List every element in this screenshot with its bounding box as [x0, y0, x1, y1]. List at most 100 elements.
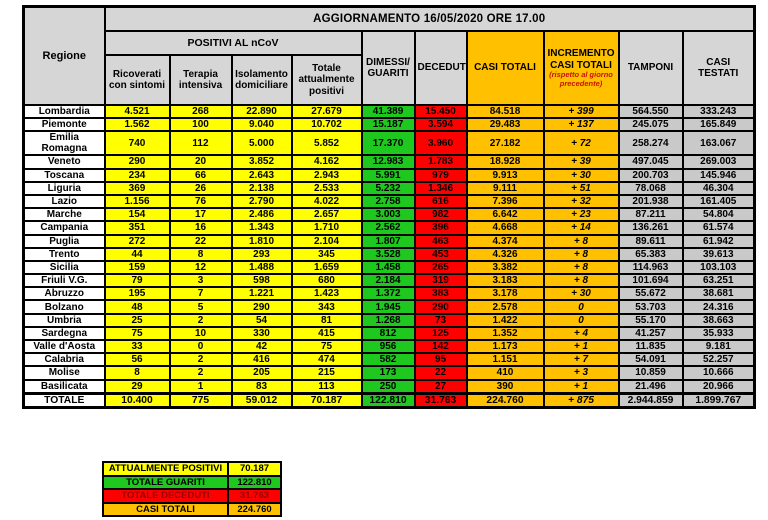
value-cell: 258.274	[617, 130, 684, 157]
value-cell: 383	[413, 286, 468, 302]
summary-row: TOTALE DECEDUTI 31.763	[102, 488, 282, 504]
value-cell: 18.928	[465, 154, 545, 170]
value-cell: 75	[290, 338, 363, 355]
value-cell: 112	[168, 130, 233, 157]
value-cell: 1.810	[230, 233, 293, 249]
value-cell: 3	[168, 273, 233, 289]
region-name: Veneto	[22, 154, 106, 170]
value-cell: 84.518	[465, 103, 545, 120]
value-cell: 740	[103, 130, 171, 157]
summary-row: TOTALE GUARITI 122.810	[102, 474, 282, 491]
value-cell: 2.657	[290, 207, 363, 223]
value-cell: + 30	[542, 167, 620, 183]
value-cell: 195	[103, 286, 171, 302]
value-cell: 41.389	[360, 103, 416, 120]
value-cell: 38.663	[681, 312, 756, 328]
value-cell: 103.103	[681, 259, 756, 276]
value-cell: 33	[103, 338, 171, 355]
value-cell: 250	[360, 378, 416, 395]
value-cell: 17	[168, 207, 233, 223]
column-group-positivi: POSITIVI AL nCoV	[103, 30, 363, 56]
value-cell: 16	[168, 220, 233, 236]
value-cell: 463	[413, 233, 468, 249]
table-row: Lombardia 4.521 268 22.890 27.679 41.389 15.45…	[22, 103, 756, 120]
table-row: Abruzzo 195 7 1.221 1.423 1.372 383 3.178 + 30 55…	[22, 286, 756, 302]
value-cell: + 3	[542, 365, 620, 381]
value-cell: 268	[168, 103, 233, 120]
value-cell: 35.933	[681, 325, 756, 342]
value-cell: 2.533	[290, 180, 363, 196]
value-cell: 1.562	[103, 117, 171, 133]
value-cell: 10.400	[103, 391, 171, 409]
value-cell: 59.012	[230, 391, 293, 409]
value-cell: 2.790	[230, 193, 293, 210]
value-cell: 2	[168, 352, 233, 368]
value-cell: 4.326	[465, 246, 545, 262]
value-cell: 345	[290, 246, 363, 262]
value-cell: 15.187	[360, 117, 416, 133]
value-cell: 9.111	[465, 180, 545, 196]
value-cell: 56	[103, 352, 171, 368]
value-cell: 39.613	[681, 246, 756, 262]
region-name: Calabria	[22, 352, 106, 368]
value-cell: 680	[290, 273, 363, 289]
value-cell: 5.000	[230, 130, 293, 157]
summary-row: CASI TOTALI 224.760	[102, 501, 282, 518]
column-header-isolamento: Isolamento domiciliare	[230, 54, 293, 106]
value-cell: 1.173	[465, 338, 545, 355]
region-name: Liguria	[22, 180, 106, 196]
value-cell: 616	[413, 193, 468, 210]
value-cell: 3.183	[465, 273, 545, 289]
value-cell: 5.852	[290, 130, 363, 157]
value-cell: 31.763	[413, 391, 468, 409]
value-cell: 2.943	[290, 167, 363, 183]
value-cell: + 4	[542, 325, 620, 342]
value-cell: 20	[168, 154, 233, 170]
value-cell: 351	[103, 220, 171, 236]
value-cell: 27.182	[465, 130, 545, 157]
value-cell: 173	[360, 365, 416, 381]
column-header-deceduti: DECEDUTI	[413, 30, 468, 106]
value-cell: 12	[168, 259, 233, 276]
value-cell: 2.138	[230, 180, 293, 196]
value-cell: 7	[168, 286, 233, 302]
summary-table: ATTUALMENTE POSITIVI 70.187 TOTALE GUARITI…	[102, 461, 282, 518]
table-row: Trento 44 8 293 345 3.528 453 4.326 + 8 65.383 39.…	[22, 246, 756, 262]
value-cell: 145.946	[681, 167, 756, 183]
column-header-totale-positivi: Totale attualmente positivi	[290, 54, 363, 106]
value-cell: 330	[230, 325, 293, 342]
table-row: Umbria 25 2 54 81 1.268 73 1.422 0 55.170 38.663	[22, 312, 756, 328]
value-cell: 265	[413, 259, 468, 276]
value-cell: 55.170	[617, 312, 684, 328]
value-cell: 61.942	[681, 233, 756, 249]
value-cell: 5.232	[360, 180, 416, 196]
value-cell: 114.963	[617, 259, 684, 276]
value-cell: 63.251	[681, 273, 756, 289]
value-cell: 5	[168, 299, 233, 315]
table-row: Valle d'Aosta 33 0 42 75 956 142 1.173 + 1 11.835…	[22, 338, 756, 355]
value-cell: 201.938	[617, 193, 684, 210]
value-cell: 1.221	[230, 286, 293, 302]
table-row: Toscana 234 66 2.643 2.943 5.991 979 9.913 + 30 2…	[22, 167, 756, 183]
value-cell: 6.642	[465, 207, 545, 223]
region-name: Lombardia	[22, 103, 106, 120]
value-cell: 979	[413, 167, 468, 183]
value-cell: 272	[103, 233, 171, 249]
value-cell: 27.679	[290, 103, 363, 120]
value-cell: 4.668	[465, 220, 545, 236]
region-name: Valle d'Aosta	[22, 338, 106, 355]
value-cell: 1.422	[465, 312, 545, 328]
column-header-tamponi: TAMPONI	[617, 30, 684, 106]
value-cell: 10	[168, 325, 233, 342]
value-cell: 0	[542, 299, 620, 315]
update-banner: AGGIORNAMENTO 16/05/2020 ORE 17.00	[103, 5, 756, 32]
value-cell: 79	[103, 273, 171, 289]
value-cell: 122.810	[360, 391, 416, 409]
region-name: Piemonte	[22, 117, 106, 133]
region-name: Campania	[22, 220, 106, 236]
value-cell: + 137	[542, 117, 620, 133]
value-cell: 234	[103, 167, 171, 183]
value-cell: 38.681	[681, 286, 756, 302]
value-cell: 81	[290, 312, 363, 328]
incremento-title: INCREMENTO CASI TOTALI	[547, 48, 615, 71]
